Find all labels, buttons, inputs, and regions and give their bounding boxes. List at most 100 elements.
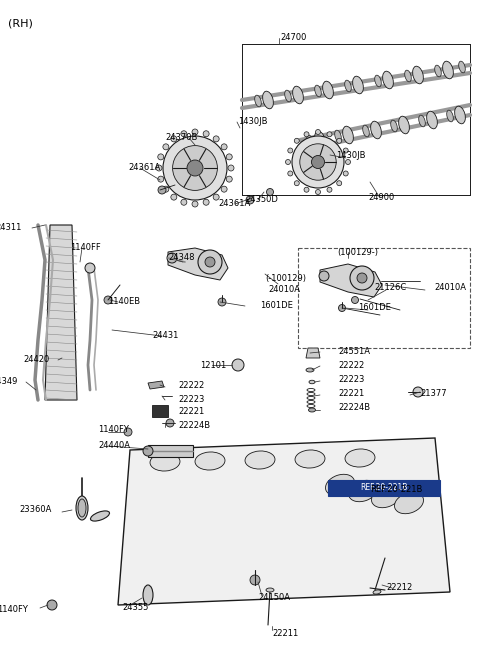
Ellipse shape: [395, 492, 423, 514]
Circle shape: [187, 160, 203, 176]
Ellipse shape: [307, 135, 313, 147]
Ellipse shape: [91, 511, 109, 521]
Circle shape: [343, 148, 348, 153]
Text: 21126C: 21126C: [374, 283, 406, 293]
Circle shape: [246, 196, 254, 204]
Ellipse shape: [371, 121, 382, 139]
Circle shape: [158, 154, 164, 160]
Text: 12101: 12101: [200, 361, 226, 369]
Polygon shape: [45, 225, 77, 400]
Circle shape: [104, 296, 112, 304]
Circle shape: [163, 136, 227, 200]
Text: 22223: 22223: [178, 394, 204, 403]
Ellipse shape: [345, 449, 375, 467]
Circle shape: [181, 199, 187, 205]
Ellipse shape: [353, 76, 363, 94]
Text: 24349: 24349: [0, 377, 18, 386]
Polygon shape: [148, 381, 164, 389]
Circle shape: [158, 176, 164, 182]
Text: REF.20-221B: REF.20-221B: [370, 485, 422, 495]
Circle shape: [294, 138, 300, 143]
Text: 24551A: 24551A: [338, 348, 370, 356]
Polygon shape: [320, 264, 382, 297]
Circle shape: [304, 132, 309, 137]
Text: 1140FY: 1140FY: [0, 605, 28, 615]
Circle shape: [232, 359, 244, 371]
Circle shape: [350, 266, 374, 290]
Circle shape: [158, 186, 166, 194]
Circle shape: [336, 180, 342, 186]
Circle shape: [192, 201, 198, 207]
Ellipse shape: [383, 72, 394, 89]
Bar: [298, 248, 470, 348]
Ellipse shape: [323, 81, 334, 99]
Circle shape: [167, 253, 177, 263]
Ellipse shape: [435, 65, 441, 77]
Ellipse shape: [363, 125, 369, 137]
Ellipse shape: [309, 408, 315, 412]
Text: 22224B: 22224B: [338, 403, 370, 413]
Circle shape: [312, 155, 324, 169]
Bar: [152, 405, 168, 417]
Text: 24361A: 24361A: [128, 163, 160, 173]
Circle shape: [143, 446, 153, 456]
Ellipse shape: [373, 590, 381, 594]
Circle shape: [327, 132, 332, 137]
Circle shape: [266, 188, 274, 195]
Text: 1140FF: 1140FF: [70, 243, 101, 253]
Ellipse shape: [315, 85, 321, 97]
Text: 24311: 24311: [0, 224, 22, 232]
Circle shape: [173, 146, 217, 190]
Text: 24440A: 24440A: [98, 440, 130, 449]
Text: 23360A: 23360A: [20, 506, 52, 514]
Ellipse shape: [309, 380, 315, 384]
Text: 1430JB: 1430JB: [336, 150, 365, 159]
Circle shape: [226, 176, 232, 182]
Circle shape: [292, 136, 344, 188]
Text: 22211: 22211: [272, 630, 298, 638]
Circle shape: [203, 199, 209, 205]
Text: (100129-): (100129-): [337, 247, 378, 256]
Ellipse shape: [391, 120, 397, 132]
Ellipse shape: [343, 126, 353, 144]
Ellipse shape: [413, 66, 423, 84]
Circle shape: [221, 144, 227, 150]
Polygon shape: [118, 438, 450, 605]
Text: 24355: 24355: [122, 604, 148, 613]
Text: 22222: 22222: [338, 361, 364, 371]
Circle shape: [192, 129, 198, 135]
Circle shape: [351, 297, 359, 304]
Ellipse shape: [459, 61, 465, 73]
Text: 24010A: 24010A: [434, 283, 466, 293]
Circle shape: [336, 138, 342, 143]
Circle shape: [124, 428, 132, 436]
Text: 24348: 24348: [168, 253, 194, 262]
Bar: [328, 480, 440, 496]
Ellipse shape: [325, 474, 355, 496]
Circle shape: [198, 250, 222, 274]
Circle shape: [85, 263, 95, 273]
Ellipse shape: [348, 480, 377, 502]
Text: REF.20-221B: REF.20-221B: [360, 483, 408, 493]
Text: 24700: 24700: [280, 33, 306, 43]
Circle shape: [181, 131, 187, 136]
Text: 22221: 22221: [338, 390, 364, 398]
Circle shape: [286, 159, 290, 165]
Circle shape: [319, 271, 329, 281]
Ellipse shape: [335, 130, 341, 142]
Text: 22221: 22221: [178, 407, 204, 417]
Ellipse shape: [285, 90, 291, 102]
Ellipse shape: [314, 131, 325, 149]
Text: 24361A: 24361A: [218, 199, 250, 209]
Ellipse shape: [405, 70, 411, 82]
Circle shape: [205, 257, 215, 267]
Text: 1601DE: 1601DE: [260, 302, 293, 310]
Circle shape: [346, 159, 350, 165]
Circle shape: [343, 171, 348, 176]
Ellipse shape: [245, 451, 275, 469]
Text: 21377: 21377: [420, 390, 446, 398]
Text: 24350D: 24350D: [245, 195, 278, 205]
Text: 24431: 24431: [152, 331, 179, 340]
Text: 22223: 22223: [338, 375, 364, 384]
Text: 24010A: 24010A: [268, 285, 300, 295]
